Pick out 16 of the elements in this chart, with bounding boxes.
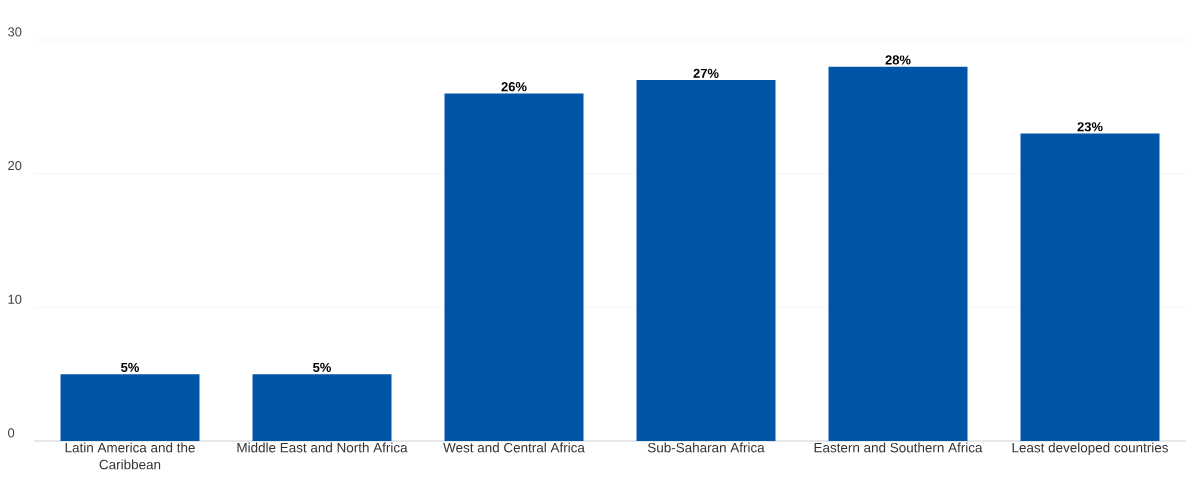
y-tick-label: 20 <box>8 160 22 171</box>
y-tick-label: 10 <box>8 294 22 304</box>
data-label: 23% <box>1077 122 1103 132</box>
data-label: 28% <box>885 55 911 65</box>
y-tick-label: 30 <box>8 27 22 37</box>
data-label: 27% <box>693 68 719 78</box>
x-tick-label: Sub-Saharan Africa <box>647 442 765 453</box>
x-tick-label: Middle East and North Africa <box>237 442 408 453</box>
y-tick-label: 0 <box>8 428 15 438</box>
x-tick-label: Eastern and Southern Africa <box>814 442 983 453</box>
data-label: 5% <box>313 362 332 372</box>
x-tick-label: West and Central Africa <box>443 442 585 453</box>
x-tick-label: Latin America and the Caribbean <box>65 442 195 470</box>
data-label: 26% <box>501 82 527 92</box>
data-label: 5% <box>121 362 140 372</box>
x-tick-label: Least developed countries <box>1012 442 1168 456</box>
